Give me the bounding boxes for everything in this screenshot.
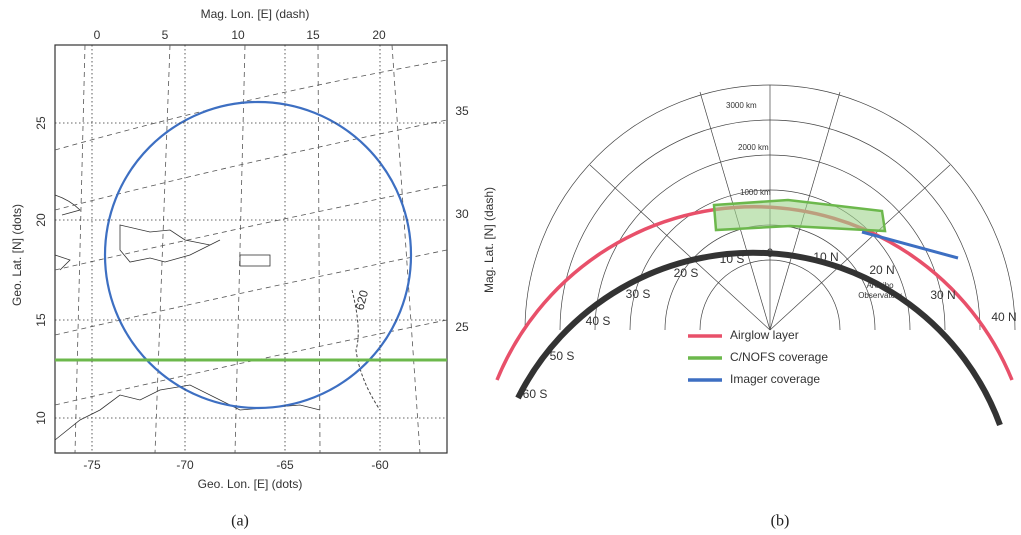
top-tick-label: 5 bbox=[162, 28, 169, 42]
latitude-label: 0 bbox=[767, 246, 774, 260]
cnofs-coverage bbox=[712, 198, 887, 233]
bottom-tick-label: -70 bbox=[176, 458, 194, 472]
top-tick-label: 15 bbox=[306, 28, 320, 42]
contour bbox=[351, 289, 381, 411]
site-label: Arecibo bbox=[866, 281, 894, 290]
latitude-label: 40 N bbox=[991, 310, 1016, 324]
right-axis-label: Mag. Lat. [N] (dash) bbox=[482, 187, 496, 293]
map-frame bbox=[54, 44, 448, 454]
right-tick-label: 30 bbox=[455, 207, 469, 221]
right-tick-label: 25 bbox=[455, 320, 469, 334]
latitude-label: 30 S bbox=[626, 287, 651, 301]
imager-coverage bbox=[861, 230, 959, 260]
legend-label: Airglow layer bbox=[730, 328, 799, 342]
range-label: 2000 km bbox=[738, 143, 769, 152]
range-label: 3000 km bbox=[726, 101, 757, 110]
range-spokes bbox=[589, 85, 951, 331]
latitude-label: 30 N bbox=[930, 288, 955, 302]
bottom-tick-label: -65 bbox=[276, 458, 294, 472]
bottom-axis-label: Geo. Lon. [E] (dots) bbox=[198, 477, 303, 491]
latitude-label: 40 S bbox=[586, 314, 611, 328]
bottom-tick-label: -60 bbox=[371, 458, 389, 472]
top-axis-label: Mag. Lon. [E] (dash) bbox=[201, 7, 310, 21]
left-axis-label: Geo. Lat. [N] (dots) bbox=[10, 204, 24, 306]
caption: (a) bbox=[231, 513, 249, 530]
contour-label: 620 bbox=[352, 288, 371, 311]
legend-label: Imager coverage bbox=[730, 372, 820, 386]
latitude-label: 20 S bbox=[674, 266, 699, 280]
latitude-label: 50 S bbox=[550, 349, 575, 363]
legend-label: C/NOFS coverage bbox=[730, 350, 828, 364]
left-tick-label: 20 bbox=[34, 213, 48, 227]
range-label: 1000 km bbox=[740, 188, 771, 197]
right-tick-label: 35 bbox=[455, 104, 469, 118]
imager-fov bbox=[103, 100, 413, 410]
left-tick-label: 25 bbox=[34, 116, 48, 130]
left-tick-label: 15 bbox=[34, 313, 48, 327]
latitude-label: 60 S bbox=[523, 387, 548, 401]
coast bbox=[54, 194, 321, 441]
top-tick-label: 20 bbox=[372, 28, 386, 42]
top-tick-label: 10 bbox=[231, 28, 245, 42]
latitude-label: 20 N bbox=[869, 263, 894, 277]
left-tick-label: 10 bbox=[34, 411, 48, 425]
site-label: Observatory bbox=[858, 291, 902, 300]
caption: (b) bbox=[771, 513, 790, 530]
latitude-label: 10 N bbox=[813, 250, 838, 264]
top-tick-label: 0 bbox=[94, 28, 101, 42]
latitude-label: 10 S bbox=[720, 252, 745, 266]
bottom-tick-label: -75 bbox=[83, 458, 101, 472]
earth-surface bbox=[515, 249, 1003, 427]
mag-grid bbox=[54, 44, 448, 454]
